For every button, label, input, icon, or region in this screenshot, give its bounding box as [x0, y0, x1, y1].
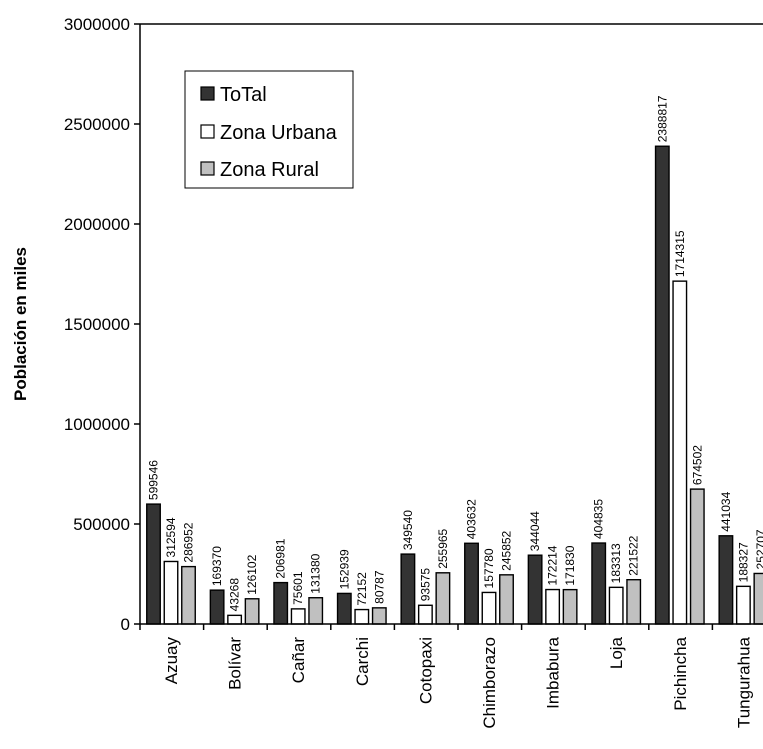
x-tick-label: Azuay [162, 637, 181, 685]
bar-total [718, 535, 734, 625]
bar-rural [753, 572, 763, 625]
data-label: 252707 [754, 529, 763, 569]
data-label: 312594 [164, 517, 178, 557]
bar-urbana [290, 608, 306, 625]
data-label: 172214 [546, 545, 560, 585]
bar-urbana [481, 591, 497, 625]
bar-rural [371, 607, 387, 625]
legend-swatch-urbana [200, 124, 215, 139]
data-label: 188327 [736, 542, 750, 582]
data-label: 441034 [719, 491, 733, 531]
data-label: 171830 [563, 545, 577, 585]
bar-rural [499, 574, 514, 625]
y-axis-title: Población en miles [11, 247, 30, 401]
data-label: 157780 [482, 548, 496, 588]
legend-swatch-total [200, 86, 215, 101]
x-tick-label: Carchi [353, 637, 372, 686]
data-label: 245852 [500, 530, 514, 570]
data-label: 221522 [627, 535, 641, 575]
x-tick-label: Bolívar [226, 637, 245, 690]
bar-rural [626, 578, 642, 625]
x-tick-label: Loja [607, 636, 626, 669]
bars [146, 145, 763, 625]
bar-rural [308, 597, 324, 625]
bar-total [591, 542, 607, 625]
bar-urbana [163, 560, 179, 625]
data-label: 183313 [609, 543, 623, 583]
bar-rural [181, 565, 196, 625]
data-label: 349540 [401, 510, 415, 550]
bar-total [273, 581, 289, 625]
bar-rural [562, 588, 578, 625]
data-label: 93575 [418, 568, 432, 602]
y-tick-label: 2500000 [64, 115, 130, 134]
legend-label-total: ToTal [220, 84, 267, 106]
bar-urbana [227, 614, 243, 625]
bar-rural [689, 488, 705, 625]
x-tick-label: Pichincha [671, 636, 690, 710]
data-label: 344044 [528, 511, 542, 551]
bar-rural [244, 598, 260, 625]
y-tick-label: 1000000 [64, 415, 130, 434]
x-tick-label: Cañar [289, 637, 308, 684]
bar-urbana [354, 608, 370, 625]
data-label: 2388817 [655, 95, 669, 142]
bar-total [400, 553, 416, 625]
data-label-bg [689, 439, 704, 488]
bar-total [527, 554, 543, 625]
data-label: 404835 [592, 499, 606, 539]
bar-urbana [608, 586, 624, 625]
bar-rural [435, 572, 451, 625]
bar-total [209, 589, 225, 625]
legend-label-rural: Zona Rural [220, 159, 319, 181]
y-axis: 0 500000 1000000 1500000 2000000 2500000 30000… [64, 15, 763, 634]
data-label: 206981 [274, 538, 288, 578]
y-tick-label: 2000000 [64, 215, 130, 234]
data-label: 80787 [372, 570, 386, 604]
bar-urbana [672, 280, 688, 625]
x-tick-label: Tungurahua [734, 636, 753, 728]
y-tick-label: 3000000 [64, 15, 130, 34]
y-tick-label: 1500000 [64, 315, 130, 334]
legend-label-urbana: Zona Urbana [220, 122, 338, 144]
data-label: 255965 [436, 528, 450, 568]
data-label: 599546 [147, 460, 161, 500]
data-label: 403632 [465, 499, 479, 539]
bar-total [464, 542, 479, 625]
x-tick-label: Cotopaxi [416, 637, 435, 704]
legend-swatch-rural [200, 161, 215, 176]
data-label: 169370 [210, 546, 224, 586]
bar-urbana [417, 604, 433, 625]
data-label: 72152 [355, 572, 369, 606]
bar-urbana [545, 588, 561, 625]
data-label: 131380 [309, 553, 323, 593]
bar-urbana [735, 585, 751, 625]
legend: ToTal Zona Urbana Zona Rural [184, 70, 354, 189]
y-tick-label: 0 [121, 615, 130, 634]
data-label: 286952 [182, 522, 196, 562]
data-label: 126102 [245, 554, 259, 594]
data-label: 674502 [690, 445, 704, 485]
x-tick-label: Chimborazo [480, 637, 499, 729]
data-label: 152939 [337, 549, 351, 589]
data-label: 1714315 [673, 230, 687, 277]
bar-total [146, 503, 161, 625]
y-tick-label: 500000 [73, 515, 130, 534]
data-label: 75601 [291, 571, 305, 605]
data-labels: 599546 312594 286952 169370 43268 126102 20698… [147, 95, 763, 611]
data-label: 43268 [228, 578, 242, 612]
x-axis: Azuay Bolívar Cañar Carchi Cotopaxi Chimboraz… [139, 623, 763, 729]
bar-total [336, 592, 352, 625]
x-tick-label: Imbabura [544, 636, 563, 708]
bar-total [654, 145, 670, 625]
